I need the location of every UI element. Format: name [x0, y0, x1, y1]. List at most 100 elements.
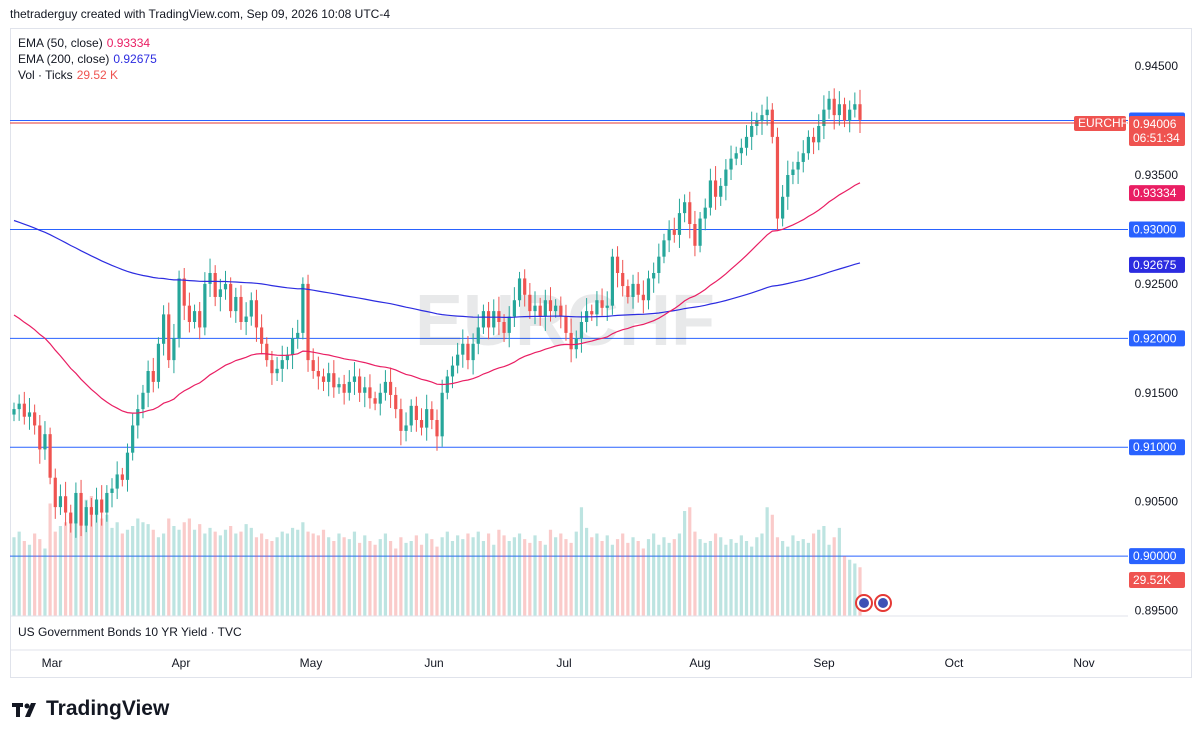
candle-down[interactable]: [414, 396, 418, 432]
candle-up[interactable]: [218, 278, 222, 312]
candle-up[interactable]: [275, 357, 279, 382]
candle-up[interactable]: [801, 140, 805, 173]
candle-up[interactable]: [440, 379, 444, 447]
candle-down[interactable]: [615, 246, 620, 288]
legend-volume[interactable]: Vol · Ticks 29.52 K: [18, 68, 119, 82]
candle-down[interactable]: [358, 368, 362, 402]
candle-up[interactable]: [110, 478, 114, 508]
candle-down[interactable]: [33, 404, 37, 435]
candle-up[interactable]: [698, 212, 702, 253]
candle-down[interactable]: [811, 127, 816, 155]
candle-down[interactable]: [641, 280, 645, 314]
candle-up[interactable]: [409, 399, 413, 432]
candle-down[interactable]: [569, 318, 573, 363]
candle-up[interactable]: [667, 220, 671, 253]
candle-up[interactable]: [791, 161, 795, 185]
candle-up[interactable]: [765, 96, 769, 126]
candle-down[interactable]: [100, 485, 104, 526]
candle-up[interactable]: [425, 394, 429, 441]
candle-up[interactable]: [156, 337, 161, 389]
candle-up[interactable]: [363, 376, 367, 408]
candle-up[interactable]: [750, 111, 754, 150]
candle-up[interactable]: [631, 274, 635, 309]
candle-up[interactable]: [327, 362, 331, 397]
candle-down[interactable]: [388, 367, 393, 409]
candle-up[interactable]: [786, 160, 790, 210]
candle-down[interactable]: [69, 504, 73, 533]
candle-up[interactable]: [172, 323, 176, 374]
candle-up[interactable]: [131, 413, 135, 461]
candle-up[interactable]: [146, 360, 150, 408]
candle-down[interactable]: [775, 127, 780, 231]
candle-up[interactable]: [683, 194, 687, 223]
candle-down[interactable]: [182, 267, 186, 321]
candle-down[interactable]: [167, 302, 171, 368]
candle-up[interactable]: [744, 125, 749, 156]
candle-up[interactable]: [543, 289, 547, 331]
candle-up[interactable]: [595, 291, 599, 327]
candle-down[interactable]: [842, 97, 847, 128]
candle-up[interactable]: [476, 314, 480, 355]
candle-down[interactable]: [53, 468, 57, 519]
candle-up[interactable]: [223, 270, 228, 300]
candle-down[interactable]: [316, 356, 320, 390]
candle-up[interactable]: [781, 185, 785, 227]
candle-down[interactable]: [590, 304, 594, 321]
candle-down[interactable]: [213, 265, 217, 307]
candle-up[interactable]: [739, 138, 743, 165]
candle-up[interactable]: [517, 271, 522, 307]
candle-down[interactable]: [89, 497, 93, 527]
candle-down[interactable]: [79, 479, 83, 537]
candle-up[interactable]: [837, 91, 841, 126]
candle-down[interactable]: [38, 414, 42, 464]
candle-down[interactable]: [239, 285, 243, 330]
candle-down[interactable]: [22, 391, 26, 425]
candle-up[interactable]: [471, 333, 475, 375]
candle-up[interactable]: [677, 198, 682, 248]
candle-down[interactable]: [435, 409, 439, 451]
candle-up[interactable]: [729, 145, 733, 181]
candle-up[interactable]: [17, 394, 21, 421]
candle-up[interactable]: [74, 482, 78, 538]
candle-up[interactable]: [796, 151, 800, 184]
candle-up[interactable]: [853, 92, 857, 118]
candle-up[interactable]: [579, 311, 584, 353]
candle-down[interactable]: [342, 374, 346, 405]
candle-up[interactable]: [646, 270, 651, 310]
candle-up[interactable]: [27, 398, 32, 430]
candle-down[interactable]: [564, 304, 568, 341]
candle-up[interactable]: [554, 299, 558, 318]
candle-down[interactable]: [688, 191, 692, 239]
candle-up[interactable]: [848, 100, 852, 133]
candle-up[interactable]: [822, 95, 826, 140]
candle-down[interactable]: [672, 217, 676, 243]
candle-up[interactable]: [657, 243, 661, 284]
candle-up[interactable]: [662, 233, 666, 264]
candle-down[interactable]: [48, 427, 52, 485]
candle-down[interactable]: [321, 368, 326, 392]
legend-ema50[interactable]: EMA (50, close) 0.93334: [18, 36, 151, 50]
candle-up[interactable]: [244, 302, 248, 336]
candle-down[interactable]: [187, 292, 191, 333]
candle-up[interactable]: [249, 292, 253, 326]
candle-up[interactable]: [512, 287, 516, 328]
candle-down[interactable]: [368, 374, 372, 409]
candle-up[interactable]: [378, 383, 382, 416]
candle-up[interactable]: [404, 412, 408, 442]
candle-down[interactable]: [394, 387, 398, 419]
candle-down[interactable]: [430, 401, 434, 430]
candle-up[interactable]: [461, 329, 465, 368]
candle-up[interactable]: [719, 178, 723, 206]
candle-down[interactable]: [260, 314, 264, 355]
candle-up[interactable]: [290, 327, 295, 370]
candle-down[interactable]: [229, 277, 233, 318]
candle-down[interactable]: [306, 274, 310, 372]
candle-up[interactable]: [234, 287, 238, 323]
candle-up[interactable]: [94, 487, 99, 523]
candle-down[interactable]: [600, 288, 604, 316]
candle-down[interactable]: [311, 348, 315, 379]
candle-down[interactable]: [497, 296, 501, 336]
candle-up[interactable]: [280, 345, 284, 382]
candle-up[interactable]: [296, 319, 300, 349]
